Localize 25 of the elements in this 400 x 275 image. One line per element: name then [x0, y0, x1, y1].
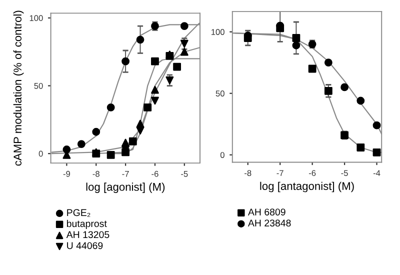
y-tick-label: 50 [216, 90, 224, 96]
x-axis-title: log [antagonist] (M) [260, 182, 354, 192]
x-tick-label: -5 [181, 171, 188, 177]
x-tick-label: -9 [63, 170, 70, 177]
legend-label: AH 23848 [248, 220, 291, 226]
x-tick-label: -8 [244, 170, 252, 176]
y-tick-label: 0 [220, 152, 224, 158]
x-axis-title: log [agonist] (M) [86, 182, 165, 194]
x-tick-label: -6 [152, 170, 158, 177]
legend-label: AH 13205 [66, 231, 110, 238]
legend-label: butaprost [66, 220, 107, 229]
x-tick-label: -7 [276, 170, 284, 176]
legend-label: U 44069 [67, 242, 103, 250]
x-tick-label: -5 [341, 170, 348, 176]
legend-label: AH 6809 [248, 208, 286, 216]
x-tick-label: -8 [92, 170, 100, 177]
y-tick-label: 100 [30, 15, 43, 22]
y-tick-label: 100 [211, 29, 224, 35]
y-tick-label: 0 [38, 150, 43, 157]
x-tick-label: -4 [373, 170, 380, 176]
x-tick-label: -7 [122, 171, 129, 177]
y-axis-title: cAMP modulation (% of control) [13, 10, 24, 166]
y-tick-label: 50 [34, 82, 43, 89]
legend-label: PGE₂ [67, 209, 90, 217]
x-tick-label: -6 [308, 170, 316, 176]
